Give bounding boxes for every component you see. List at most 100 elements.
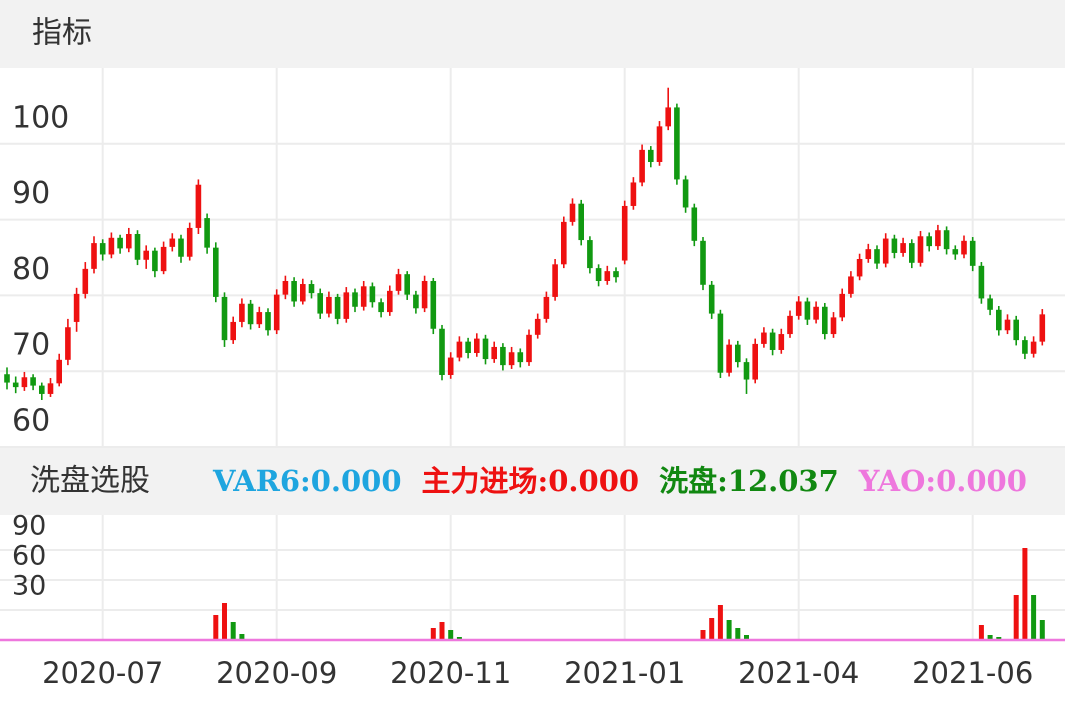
candle-body: [961, 240, 967, 255]
candle-body: [761, 332, 767, 344]
candle-body: [21, 377, 28, 388]
bar: [448, 630, 454, 640]
candle-body: [795, 301, 802, 316]
candle-body: [665, 107, 671, 127]
bar: [978, 625, 984, 640]
candle-body: [935, 230, 941, 247]
candle-body: [500, 346, 506, 366]
bar: [717, 605, 723, 640]
candle-body: [387, 290, 393, 313]
y-tick-label: 60: [12, 404, 50, 439]
candle-body: [578, 203, 584, 241]
candle-body: [204, 218, 210, 248]
candle-body: [717, 313, 724, 373]
x-tick-label: 2021-06: [912, 656, 1033, 690]
candle-body: [430, 280, 437, 329]
legend-entry: 主力进场:0.000: [422, 464, 640, 498]
bar: [456, 637, 462, 640]
candle-body: [552, 264, 558, 297]
candle-body: [221, 296, 228, 341]
candle-body: [474, 338, 480, 354]
candle-body: [308, 284, 315, 294]
y-tick-label: 90: [12, 511, 46, 542]
indicator-bar: [0, 447, 1065, 515]
candle-body: [682, 179, 689, 208]
y-tick-label: 70: [12, 328, 50, 363]
candle-body: [56, 359, 62, 384]
candle-body: [134, 234, 141, 260]
candle-body: [787, 315, 793, 335]
bar: [239, 634, 245, 640]
candle-body: [1022, 340, 1028, 354]
candle-body: [1013, 319, 1019, 341]
candle-body: [569, 203, 576, 222]
x-tick-label: 2021-04: [738, 656, 859, 690]
candle-body: [186, 227, 193, 257]
header-title: 指标: [32, 16, 92, 51]
candle-body: [317, 293, 323, 314]
candle-body: [909, 243, 915, 263]
candle-body: [265, 312, 271, 331]
candle-body: [1039, 314, 1046, 342]
bar: [700, 630, 706, 640]
candle-body: [456, 341, 463, 358]
bar: [996, 637, 1002, 640]
legend-entry: 洗盘:12.037: [659, 464, 839, 498]
bar: [439, 622, 445, 640]
y-tick-label: 100: [12, 100, 69, 135]
candle-body: [856, 259, 863, 277]
candle-body: [395, 274, 402, 291]
candle-body: [369, 286, 376, 303]
candle-body: [674, 107, 680, 180]
x-tick-label: 2020-09: [216, 656, 337, 690]
candle-body: [752, 343, 758, 380]
candle-body: [439, 328, 445, 375]
candle-body: [969, 240, 976, 266]
candle-body: [404, 274, 410, 295]
bar: [213, 615, 219, 640]
candle-body: [213, 247, 219, 297]
bar: [222, 603, 227, 640]
candle-body: [813, 306, 819, 320]
candle-body: [160, 246, 167, 272]
candle-body: [230, 321, 236, 341]
y-tick-label: 60: [12, 541, 46, 572]
candle-body: [874, 249, 880, 264]
bar: [726, 620, 732, 640]
bar: [709, 618, 715, 640]
candle-body: [987, 298, 993, 310]
candle-body: [656, 126, 663, 162]
bar: [1013, 595, 1019, 640]
candle-body: [735, 344, 741, 363]
bar: [744, 635, 749, 640]
candle-body: [465, 341, 471, 354]
candle-body: [99, 243, 106, 255]
candle-body: [543, 296, 550, 319]
candle-body: [700, 240, 706, 285]
candle-body: [917, 236, 924, 263]
candle-body: [996, 309, 1002, 331]
candle-body: [639, 149, 645, 183]
candle-body: [769, 332, 776, 350]
candle-body: [256, 312, 263, 325]
bar: [230, 622, 236, 640]
candle-body: [526, 334, 532, 363]
x-tick-label: 2021-01: [564, 656, 685, 690]
candle-body: [239, 303, 245, 322]
candle-body: [413, 294, 419, 309]
candle-body: [630, 182, 637, 206]
y-tick-label: 90: [12, 176, 50, 211]
candle-body: [273, 294, 280, 331]
candle-body: [978, 265, 985, 299]
candle-body: [30, 377, 36, 386]
candle-body: [343, 292, 350, 319]
candle-body: [143, 250, 149, 260]
candle-body: [1030, 341, 1037, 354]
candle-body: [300, 284, 306, 302]
candle-body: [291, 280, 297, 302]
candle-body: [952, 249, 959, 255]
candle-body: [326, 296, 332, 314]
candle-body: [891, 238, 898, 253]
bar: [1022, 548, 1028, 640]
